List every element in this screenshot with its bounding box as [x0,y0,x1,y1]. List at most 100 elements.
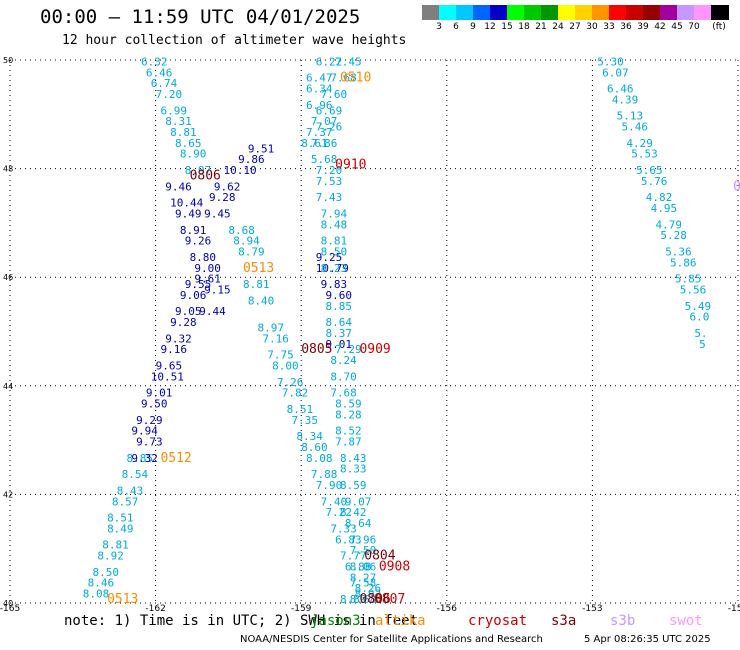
longitude-tick-label: -153 [582,604,602,614]
wave-height-value: 8.59 [335,398,362,411]
colorbar-swatch [694,5,712,20]
colorbar-tick-label: 18 [518,22,530,32]
wave-height-value: 5.68 [311,153,338,166]
colorbar-swatch [422,5,440,20]
wave-height-value: 6.07 [602,66,629,79]
wave-height-value: 8.46 [88,577,115,590]
wave-height-value: 9.51 [248,142,275,155]
colorbar-swatch [660,5,678,20]
wave-height-value: 4.82 [646,191,673,204]
wave-height-value: 10.44 [170,197,203,210]
wave-height-value: 6.34 [306,83,333,96]
colorbar-tick-label: 15 [501,22,513,32]
wave-height-value: 7.37 [306,126,333,139]
wave-height-value: 7.60 [321,88,348,101]
wave-height-value: 8.49 [107,522,134,535]
wave-height-value: 6.32 [141,55,168,68]
wave-height-value: 8.65 [175,137,202,150]
wave-height-value: 9.83 [321,278,348,291]
page-title: 00:00 – 11:59 UTC 04/01/2025 [40,6,361,28]
wave-height-value: 9.00 [194,262,221,275]
colorbar-tick-label: 9 [470,22,476,32]
pass-time-label: 0909 [359,342,390,357]
wave-height-value: 8.08 [306,452,333,465]
longitude-tick-label: -162 [145,604,165,614]
colorbar-tick-label: 6 [453,22,459,32]
wave-height-value: 7.35 [291,414,318,427]
wave-height-value: 8.50 [321,245,348,258]
wave-height-value: 8.97 [185,164,212,177]
wave-height-value: 7.26 [277,376,304,389]
wave-height-value: 8.92 [355,588,382,601]
wave-height-value: 7.22 [325,506,352,519]
wave-height-value: 7.29 [335,343,362,356]
wave-height-value: 6.88 [345,560,372,573]
wave-height-value: 7.94 [321,207,348,220]
pass-time-label: 0510 [340,71,371,86]
wave-height-value: 5 [699,338,706,351]
wave-height-value: 9.25 [316,251,343,264]
wave-height-value: 7.50 [350,544,377,557]
wave-height-value: 9.61 [194,273,221,286]
wave-height-value: 7.88 [311,468,338,481]
wave-height-value: 8.61 [301,137,328,150]
wave-height-value: 7.82 [282,387,309,400]
colorbar-swatch [677,5,695,20]
pass-time-label: 0806 [359,592,390,607]
wave-height-value: 4.39 [612,93,639,106]
wave-height-value: 8.31 [165,115,192,128]
wave-height-value: 5.46 [622,121,649,134]
wave-height-value: 7.45 [335,55,362,68]
wave-height-value: 8.23 [321,262,348,275]
colorbar-tick-label: 3 [436,22,442,32]
pass-time-label: 0513 [243,261,274,276]
wave-height-value: 8.00 [272,360,299,373]
wave-height-value: 6.83 [335,533,362,546]
wave-height-value: 9.46 [165,180,192,193]
colorbar-swatch [626,5,644,20]
wave-height-value: 8.92 [97,550,124,563]
wave-height-value: 5.13 [617,110,644,123]
pass-time-label: 0513 [107,592,138,607]
wave-height-value: 7.53 [316,175,343,188]
colorbar-swatch [609,5,627,20]
pass-time-label: 0910 [335,158,366,173]
pass-time-label: 0805 [301,342,332,357]
latitude-tick-label: 50 [3,56,13,65]
colorbar-tick-label: 45 [671,22,683,32]
colorbar-swatch [541,5,559,20]
wave-height-value: 8.59 [340,479,367,492]
wave-height-value: 8.43 [117,484,144,497]
wave-height-value: 8.51 [287,403,314,416]
colorbar-tick-label: 33 [603,22,615,32]
wave-height-value: 7.87 [335,436,362,449]
wave-height-value: 9.73 [136,436,163,449]
pass-time-label: 0807 [374,592,405,607]
wave-height-value: 7.77 [340,550,367,563]
legend-item-jason3: jason3 [310,613,361,629]
longitude-tick-label: -165 [0,604,20,614]
latitude-tick-label: 40 [3,599,13,608]
wave-height-value: 7.96 [350,533,377,546]
colorbar-tick-label: 39 [637,22,649,32]
wave-height-value: 8.94 [233,235,260,248]
wave-height-value: 8.52 [335,425,362,438]
colorbar-tick-label: 21 [535,22,547,32]
wave-height-value: 8.24 [330,354,357,367]
wave-height-value: 8.91 [180,224,207,237]
wave-height-value: 7.90 [316,479,343,492]
wave-height-value: 8.50 [93,566,120,579]
wave-height-value: 9.55 [185,278,212,291]
colorbar-swatch [456,5,474,20]
colorbar-swatch [439,5,457,20]
wave-height-value: 9.01 [325,338,352,351]
wave-height-value: 6.22 [316,55,343,68]
generation-timestamp: 5 Apr 08:26:35 UTC 2025 [584,634,711,645]
latitude-tick-label: 48 [3,165,13,174]
wave-height-value: 9.49 [175,207,202,220]
colorbar-swatch [558,5,576,20]
legend-item-swot: swot [669,613,703,629]
wave-height-value: 8.70 [330,370,357,383]
wave-height-value: 7.40 [321,495,348,508]
wave-height-value: 9.50 [141,398,168,411]
